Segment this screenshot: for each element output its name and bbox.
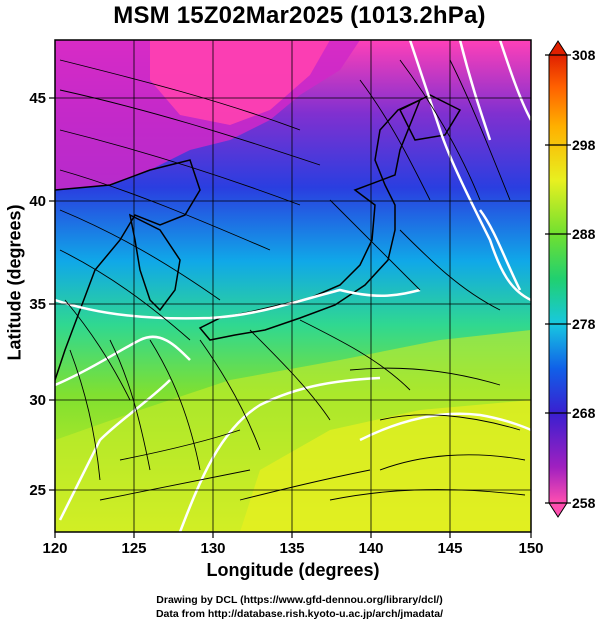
coastline-continent [55,159,201,381]
colorbar: 308 298 288 278 268 258 [545,40,596,518]
colorbar-label: 298 [572,137,596,153]
x-tick-label: 130 [200,540,225,557]
colorbar-bottom-arrow [548,502,568,518]
colorbar-scale [548,54,568,504]
x-tick-label: 120 [42,540,67,557]
y-tick-label: 40 [29,193,46,210]
y-tick-label: 30 [29,392,46,409]
credit-drawing: Drawing by DCL (https://www.gfd-dennou.o… [156,594,443,606]
coastline-korea [128,213,181,312]
colorbar-label: 308 [572,47,596,63]
coldest-region [150,40,330,125]
x-tick-marks [54,532,532,538]
grid-lines [55,40,531,532]
y-tick-marks [49,97,55,491]
map-frame [54,39,532,533]
credit-data: Data from http://database.rish.kyoto-u.a… [155,608,444,620]
x-tick-label: 145 [437,540,462,557]
isotherms [55,40,531,532]
y-tick-label: 25 [29,482,46,499]
colorbar-top-arrow [548,40,568,56]
x-tick-label: 150 [518,540,543,557]
map-area [55,40,531,532]
coastline-hokkaido [398,94,462,141]
streamlines [59,59,526,501]
colorbar-ticks [545,54,571,504]
colorbar-label: 288 [572,226,596,242]
colorbar-label: 258 [572,495,596,511]
chart-title: MSM 15Z02Mar2025 (1013.2hPa) [113,2,486,29]
x-tick-label: 135 [279,540,304,557]
warmest-region [240,400,531,532]
y-tick-label: 35 [29,296,46,313]
x-axis-label: Longitude (degrees) [206,560,380,580]
y-tick-label: 45 [29,90,46,107]
x-tick-label: 125 [121,540,146,557]
colorbar-label: 268 [572,405,596,421]
y-axis-label: Latitude (degrees) [4,204,25,361]
colorbar-label: 278 [572,316,596,332]
x-tick-label: 140 [358,540,383,557]
